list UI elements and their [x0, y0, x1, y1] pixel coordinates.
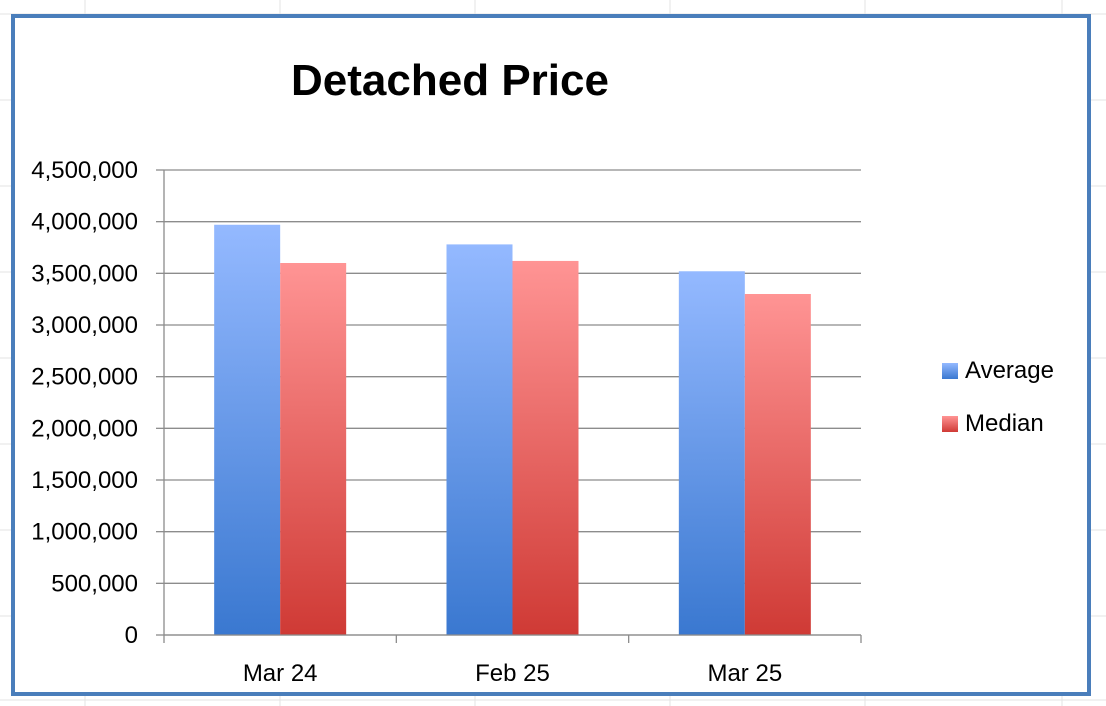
y-tick-label: 4,500,000: [31, 157, 138, 184]
y-tick-label: 3,000,000: [31, 312, 138, 339]
bar-average[interactable]: [446, 244, 513, 635]
bar-median[interactable]: [512, 260, 579, 635]
legend-item-average[interactable]: Average: [942, 357, 1092, 384]
chart-title: Detached Price: [291, 56, 609, 105]
x-category-label: Mar 25: [707, 660, 782, 687]
y-tick-label: 1,500,000: [31, 467, 138, 494]
bar-average[interactable]: [214, 224, 281, 635]
y-tick-label: 2,000,000: [31, 415, 138, 442]
x-category-label: Feb 25: [475, 660, 550, 687]
legend-swatch: [942, 416, 958, 432]
bar-median[interactable]: [744, 294, 811, 635]
chart-legend: Average Median: [942, 357, 1092, 464]
legend-swatch: [942, 363, 958, 379]
y-tick-label: 500,000: [51, 570, 138, 597]
legend-label: Average: [965, 357, 1054, 384]
legend-label: Median: [965, 410, 1044, 437]
y-tick-label: 3,500,000: [31, 260, 138, 287]
y-tick-label: 4,000,000: [31, 209, 138, 236]
y-tick-label: 2,500,000: [31, 364, 138, 391]
bar-average[interactable]: [678, 271, 745, 635]
legend-item-median[interactable]: Median: [942, 410, 1092, 437]
bar-median[interactable]: [280, 263, 347, 635]
y-tick-label: 0: [125, 622, 138, 649]
y-tick-label: 1,000,000: [31, 519, 138, 546]
x-category-label: Mar 24: [243, 660, 318, 687]
